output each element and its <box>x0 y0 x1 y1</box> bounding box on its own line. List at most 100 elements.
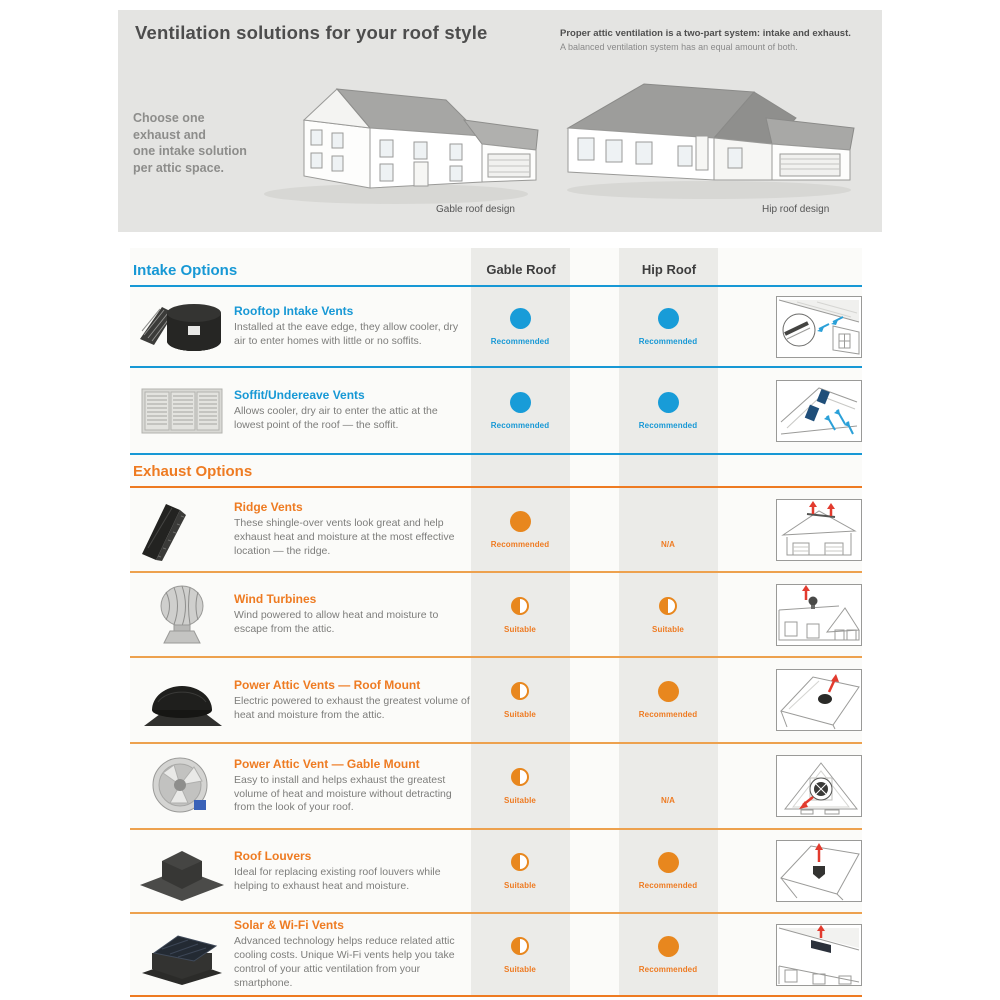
indicator-label: N/A <box>660 539 676 549</box>
table-row: Solar & Wi-Fi Vents Advanced technology h… <box>130 914 862 997</box>
indicator-label: Suitable <box>504 624 536 634</box>
gable-roof-indicator: Suitable <box>470 681 570 719</box>
suitable-half-dot-icon <box>511 596 529 615</box>
gable-roof-indicator: Recommended <box>470 391 570 430</box>
header-note-regular: A balanced ventilation system has an equ… <box>560 42 798 52</box>
recommended-dot-icon <box>509 510 531 532</box>
suitable-half-dot-icon <box>511 936 529 955</box>
indicator-label: Suitable <box>504 796 536 805</box>
roof-illustration-cell <box>774 498 862 561</box>
soffit-undereave-vents-product-image <box>130 379 234 443</box>
row-description: Electric powered to exhaust the greatest… <box>234 694 470 721</box>
roof-illustration-cell <box>774 669 862 731</box>
rooftop-intake-vents-product-image <box>130 295 234 359</box>
recommended-dot-icon <box>509 391 531 413</box>
hip-house-illustration <box>566 83 855 199</box>
suitable-half-dot-icon <box>511 853 529 871</box>
indicator-label: Suitable <box>504 964 536 974</box>
gable-roof-indicator: Suitable <box>470 852 570 890</box>
row-description: These shingle-over vents look great and … <box>234 517 455 557</box>
soffit-undereave-vents-roof-illustration <box>776 379 862 442</box>
roof-illustration-cell <box>774 379 862 442</box>
power-attic-roof-mount-product-image <box>130 668 234 732</box>
row-text: Ridge Vents These shingle-over vents look… <box>234 500 470 559</box>
roof-louvers-product-image <box>130 839 234 903</box>
indicator-label: Suitable <box>504 710 536 719</box>
indicator-label: Recommended <box>490 539 550 549</box>
gable-roof-indicator: Suitable <box>470 936 570 974</box>
indicator-label: Suitable <box>504 881 536 890</box>
row-title: Power Attic Vents — Roof Mount <box>234 677 421 692</box>
indicator-label: Recommended <box>638 420 698 430</box>
gable-house-label: Gable roof design <box>436 204 515 215</box>
roof-illustration-cell <box>774 923 862 986</box>
table-row: Roof Louvers Ideal for replacing existing… <box>130 830 862 914</box>
indicator-label: Recommended <box>638 336 698 346</box>
row-title: Soffit/Undereave Vents <box>234 388 365 403</box>
power-attic-gable-mount-roof-illustration <box>776 755 862 817</box>
solar-wifi-vents-product-image <box>130 923 234 987</box>
table-row: Rooftop Intake Vents Installed at the eav… <box>130 287 862 368</box>
section-title: Exhaust Options <box>133 463 253 480</box>
suitable-half-dot-icon <box>511 682 529 700</box>
ridge-vents-roof-illustration <box>776 498 862 561</box>
row-text: Power Attic Vent — Gable Mount Easy to in… <box>234 757 470 816</box>
row-description: Advanced technology helps reduce related… <box>234 935 455 989</box>
hip-roof-indicator: Recommended <box>618 681 718 719</box>
table-row: Ridge Vents These shingle-over vents look… <box>130 488 862 573</box>
hip-roof-indicator: Recommended <box>618 852 718 890</box>
row-title: Power Attic Vent — Gable Mount <box>234 756 420 771</box>
recommended-dot-icon <box>657 935 679 957</box>
row-title: Rooftop Intake Vents <box>234 304 354 319</box>
indicator-label: N/A <box>660 796 676 805</box>
section-heading-row: Exhaust Options <box>130 455 862 488</box>
hip-roof-indicator: N/A <box>618 511 718 549</box>
power-attic-roof-mount-roof-illustration <box>776 669 862 731</box>
table-row: Power Attic Vent — Gable Mount Easy to in… <box>130 744 862 830</box>
table-row: Power Attic Vents — Roof Mount Electric p… <box>130 658 862 744</box>
header-note-bold: Proper attic ventilation is a two-part s… <box>560 28 851 39</box>
indicator-label: Recommended <box>490 420 550 430</box>
section-heading-row: Intake Options Gable Roof Hip Roof <box>130 248 862 287</box>
row-text: Roof Louvers Ideal for replacing existing… <box>234 849 470 894</box>
row-text: Power Attic Vents — Roof Mount Electric p… <box>234 678 470 723</box>
row-title: Ridge Vents <box>234 500 303 515</box>
suitable-half-dot-icon <box>511 768 529 786</box>
hip-roof-indicator: Recommended <box>618 935 718 974</box>
roof-illustration-cell <box>774 295 862 358</box>
recommended-dot-icon <box>657 391 679 413</box>
hip-house-label: Hip roof design <box>762 204 830 215</box>
roof-illustration-cell <box>774 840 862 902</box>
rooftop-intake-vents-roof-illustration <box>776 295 862 358</box>
table-row: Wind Turbines Wind powered to allow heat … <box>130 573 862 658</box>
gable-roof-indicator: Recommended <box>470 307 570 346</box>
recommended-dot-icon <box>657 681 679 702</box>
wind-turbines-product-image <box>130 583 234 647</box>
hip-roof-indicator: Recommended <box>618 391 718 430</box>
gable-house-illustration <box>264 88 539 204</box>
recommended-dot-icon <box>657 307 679 329</box>
row-text: Solar & Wi-Fi Vents Advanced technology h… <box>234 918 470 990</box>
header-panel: Ventilation solutions for your roof styl… <box>118 10 882 232</box>
gable-column-band <box>471 248 570 997</box>
row-description: Easy to install and helps exhaust the gr… <box>234 773 452 814</box>
row-title: Solar & Wi-Fi Vents <box>234 918 344 933</box>
indicator-label: Suitable <box>652 624 684 634</box>
row-description: Allows cooler, dry air to enter the atti… <box>234 405 438 431</box>
gable-roof-indicator: Suitable <box>470 596 570 634</box>
choose-instruction: Choose one exhaust and one intake soluti… <box>133 111 247 175</box>
hip-roof-indicator: Suitable <box>618 596 718 634</box>
gable-roof-indicator: Suitable <box>470 767 570 805</box>
hip-roof-indicator: N/A <box>618 767 718 805</box>
section-title: Intake Options <box>133 262 238 279</box>
solar-wifi-vents-roof-illustration <box>776 923 862 986</box>
recommended-dot-icon <box>509 307 531 329</box>
row-text: Wind Turbines Wind powered to allow heat … <box>234 592 470 637</box>
suitable-half-dot-icon <box>659 596 677 615</box>
row-title: Roof Louvers <box>234 848 312 863</box>
indicator-label: Recommended <box>490 336 550 346</box>
row-text: Rooftop Intake Vents Installed at the eav… <box>234 304 470 349</box>
header-note: Proper attic ventilation is a two-part s… <box>560 28 872 52</box>
roof-illustration-cell <box>774 583 862 646</box>
